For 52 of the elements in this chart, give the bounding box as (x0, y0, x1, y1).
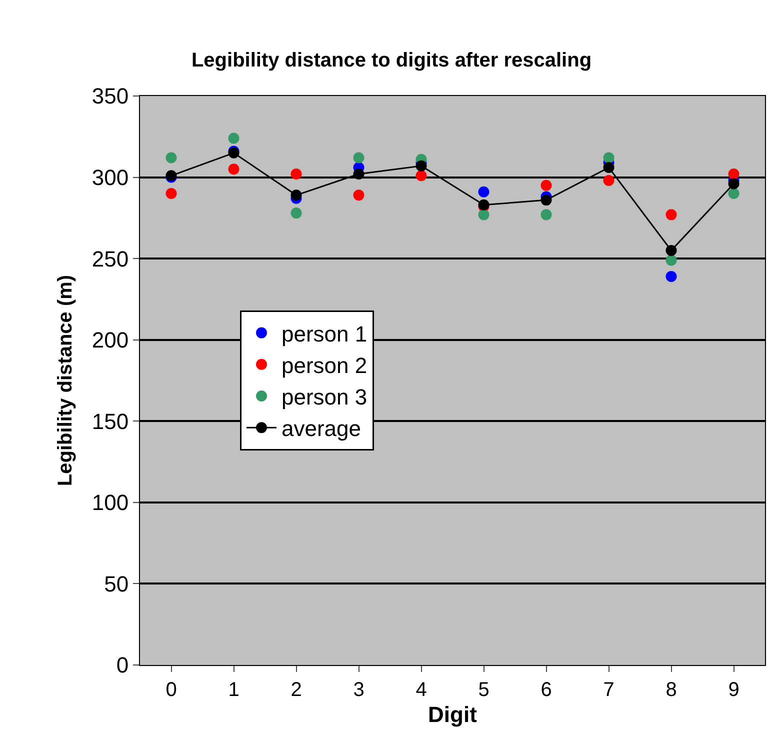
x-tick-label: 9 (728, 679, 740, 701)
point (666, 270, 677, 282)
chart-title: Legibility distance to digits after rescaling (191, 50, 592, 72)
point (603, 152, 614, 164)
point (416, 160, 427, 172)
x-tick-label: 3 (353, 679, 364, 701)
y-tick-label: 300 (92, 164, 129, 190)
y-tick-label: 50 (104, 571, 129, 596)
y-tick-label: 150 (92, 408, 129, 434)
y-tick-label: 250 (92, 246, 129, 272)
point (728, 178, 740, 190)
point (603, 175, 614, 186)
x-tick-label: 2 (290, 679, 302, 701)
x-tick-label: 6 (540, 679, 552, 701)
y-tick-label: 0 (116, 652, 129, 678)
point (228, 164, 240, 175)
point (166, 152, 177, 164)
point (353, 168, 364, 180)
x-tick-label: 4 (416, 679, 427, 701)
point (290, 190, 302, 201)
x-axis-title: Digit (428, 702, 478, 727)
x-tick-label: 8 (666, 679, 677, 701)
legend-label: person 3 (282, 384, 368, 410)
point (728, 188, 740, 200)
point (478, 209, 490, 220)
point (728, 168, 740, 180)
legend-label: average (282, 416, 362, 442)
x-tick-label: 0 (166, 679, 177, 701)
point (228, 132, 240, 144)
y-tick-label: 200 (92, 328, 129, 353)
point (540, 194, 552, 206)
y-axis-title: Legibility distance (m) (54, 274, 76, 486)
x-tick-label: 7 (603, 679, 614, 701)
x-tick-label: 5 (478, 679, 490, 701)
point (603, 162, 614, 174)
y-tick-label: 100 (92, 490, 129, 516)
point (666, 254, 677, 266)
legend-label: person 2 (282, 352, 368, 378)
point (290, 208, 302, 219)
point (540, 180, 552, 191)
point (666, 244, 677, 256)
x-tick-label: 1 (228, 679, 240, 701)
point (353, 152, 364, 164)
point (416, 170, 427, 182)
legend-label: person 1 (282, 321, 368, 346)
y-tick-label: 350 (92, 84, 129, 109)
point (290, 168, 302, 180)
point (540, 209, 552, 220)
point (353, 190, 364, 201)
point (166, 188, 177, 200)
point (478, 186, 490, 198)
point (666, 209, 677, 220)
